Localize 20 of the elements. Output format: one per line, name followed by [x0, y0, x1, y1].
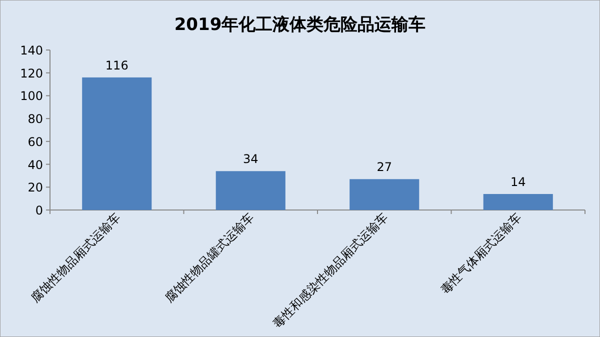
data-label: 27	[376, 160, 392, 174]
y-tick-label: 140	[20, 44, 43, 58]
x-tick-label: 腐蚀性物品罐式运输车	[162, 210, 257, 305]
bar	[483, 194, 553, 210]
data-label: 116	[105, 58, 128, 72]
y-tick-label: 60	[28, 134, 43, 149]
y-tick-label: 80	[28, 112, 43, 126]
x-tick-label: 毒性气体厢式运输车	[438, 210, 524, 296]
data-label: 34	[242, 152, 258, 166]
data-label: 14	[510, 175, 526, 189]
x-tick-label: 毒性和感染性物品厢式运输车	[270, 210, 390, 330]
y-tick-label: 20	[28, 180, 43, 195]
chart-title: 2019年化工液体类危险品运输车	[174, 15, 426, 35]
y-tick-label: 120	[20, 66, 43, 80]
bar	[350, 179, 420, 210]
bar	[216, 171, 286, 210]
y-tick-label: 40	[28, 158, 43, 172]
y-tick-label: 0	[35, 204, 43, 218]
y-tick-label: 100	[20, 89, 43, 104]
bar	[82, 77, 152, 210]
